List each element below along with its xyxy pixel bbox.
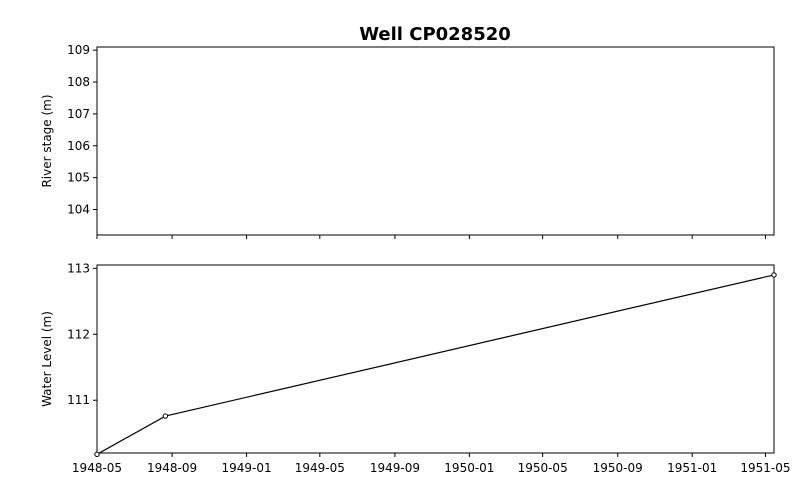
x-tick-label: 1951-01: [667, 461, 717, 475]
y-tick-label: 111: [67, 393, 90, 407]
y-tick-label: 108: [67, 75, 90, 89]
x-tick-label: 1951-05: [740, 461, 790, 475]
chart-title: Well CP028520: [359, 24, 511, 45]
y-tick-label: 107: [67, 107, 90, 121]
x-tick-label: 1950-01: [444, 461, 494, 475]
river-stage-y-ticks: 104 105 106 107 108 109: [67, 43, 97, 217]
river-stage-x-ticks: [96, 235, 766, 239]
y-tick-label: 113: [67, 261, 90, 275]
water-level-plot-frame: [96, 264, 775, 454]
x-tick-label: 1950-05: [518, 461, 568, 475]
x-tick-label: 1949-01: [221, 461, 271, 475]
river-stage-plot-frame: [96, 46, 775, 236]
river-stage-y-axis-label: River stage (m): [40, 94, 54, 187]
y-tick-label: 109: [67, 43, 90, 57]
series-line: [96, 274, 775, 455]
y-tick-label: 106: [67, 139, 90, 153]
x-tick-label: 1950-09: [593, 461, 643, 475]
water-level-y-ticks: 111 112 113: [67, 261, 97, 407]
river-stage-panel: 104 105 106 107 108 109 River stage (m): [40, 43, 775, 239]
data-point: [94, 451, 100, 458]
water-level-series: [94, 272, 777, 458]
x-tick-label: 1949-09: [370, 461, 420, 475]
water-level-y-axis-label: Water Level (m): [40, 311, 54, 407]
y-tick-label: 105: [67, 171, 90, 185]
y-tick-label: 104: [67, 203, 90, 217]
x-tick-label: 1949-05: [295, 461, 345, 475]
data-point: [771, 272, 777, 278]
y-tick-label: 112: [67, 327, 90, 341]
water-level-x-ticks: 1948-05 1948-09 1949-01 1949-05 1949-09 1950-…: [72, 453, 791, 475]
x-tick-label: 1948-09: [147, 461, 197, 475]
data-point: [162, 413, 169, 419]
x-tick-label: 1948-05: [72, 461, 122, 475]
